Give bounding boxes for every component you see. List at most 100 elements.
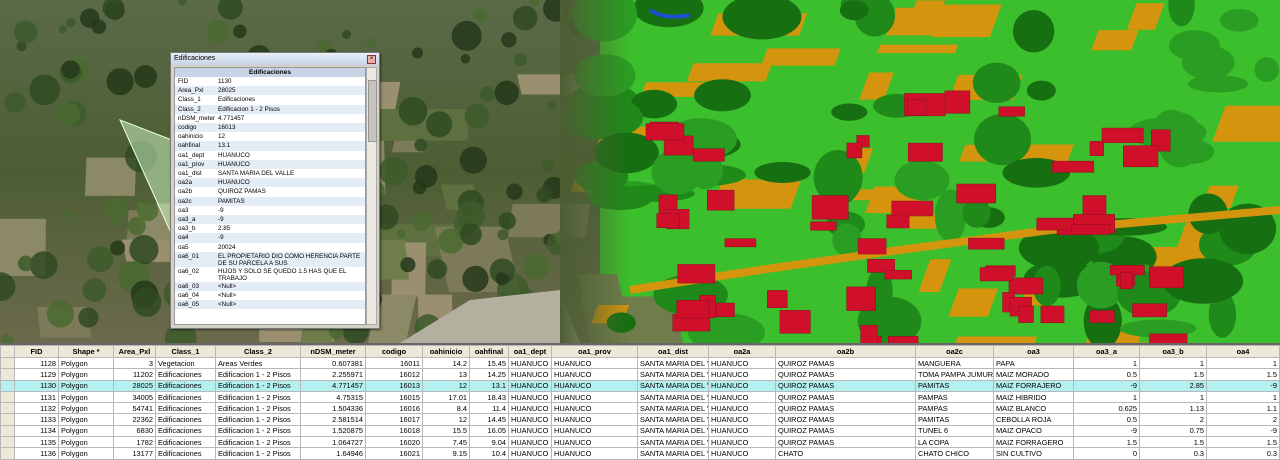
terrain-feature bbox=[754, 161, 811, 183]
table-cell: Edificacion 1 - 2 Pisos bbox=[215, 436, 301, 449]
terrain-feature bbox=[542, 159, 555, 172]
scrollbar[interactable] bbox=[366, 67, 377, 325]
terrain-feature bbox=[1126, 3, 1165, 30]
attribute-row: oahfinal 13.1 bbox=[175, 141, 365, 151]
field-name: oa2c bbox=[178, 197, 192, 205]
table-cell: 11202 bbox=[113, 368, 156, 381]
terrain-feature bbox=[645, 123, 685, 141]
terrain-feature bbox=[400, 257, 416, 273]
terrain-feature bbox=[460, 53, 471, 64]
attribute-row: oa3_b 2.85 bbox=[175, 224, 365, 233]
column-header: nDSM_meter bbox=[300, 345, 366, 358]
table-cell: SANTA MARIA DEL V bbox=[637, 379, 709, 392]
table-cell: TOMA PAMPA JUMUR bbox=[915, 368, 994, 381]
attribute-row: oahinicio 12 bbox=[175, 132, 365, 141]
table-cell: 2.255971 bbox=[300, 368, 366, 381]
table-row[interactable]: 1134 Polygon 6830 Edificaciones Edificacion … bbox=[0, 424, 1280, 438]
row-selector bbox=[0, 424, 15, 438]
table-row[interactable]: 1129 Polygon 11202 Edificaciones Edificacion… bbox=[0, 368, 1280, 381]
terrain-feature bbox=[137, 199, 159, 222]
close-button[interactable]: × bbox=[367, 55, 376, 64]
table-row[interactable]: 1130 Polygon 28025 Edificaciones Edificacion… bbox=[0, 379, 1280, 392]
table-row[interactable]: 1136 Polygon 13177 Edificaciones Edificacion… bbox=[0, 447, 1280, 460]
table-cell: 16017 bbox=[365, 413, 423, 426]
attribute-row: Class_1 Edificaciones bbox=[175, 95, 365, 104]
table-cell: 1 bbox=[1073, 390, 1140, 404]
row-selector bbox=[0, 356, 15, 370]
table-cell: MAIZ OPACO bbox=[993, 424, 1074, 438]
table-row[interactable]: 1128 Polygon 3 Vegetacion Areas Verdes 0.6073… bbox=[0, 356, 1280, 370]
terrain-feature bbox=[894, 160, 950, 201]
field-name: oa6_01 bbox=[178, 252, 200, 260]
attribute-list: Edificaciones FID 1130 Area_Pxl 28025 Class_… bbox=[174, 67, 366, 325]
table-row[interactable]: 1131 Polygon 34005 Edificaciones Edificacion… bbox=[0, 390, 1280, 404]
table-cell: PAMPAS bbox=[915, 390, 994, 404]
terrain-feature bbox=[1132, 303, 1167, 318]
table-cell: MAIZ MORADO bbox=[993, 368, 1074, 381]
column-header: FID bbox=[14, 345, 59, 358]
identify-window[interactable]: Edificaciones × Edificaciones FID 1130 Area… bbox=[170, 52, 380, 329]
window-title: Edificaciones × bbox=[171, 53, 379, 65]
table-cell: 28025 bbox=[113, 379, 156, 392]
terrain-feature bbox=[859, 72, 894, 100]
attribute-row: nDSM_meter 4.771457 bbox=[175, 114, 365, 123]
table-cell: SANTA MARIA DEL V bbox=[637, 368, 709, 381]
table-row[interactable]: 1133 Polygon 22362 Edificaciones Edificacion… bbox=[0, 413, 1280, 426]
terrain-feature bbox=[1040, 305, 1065, 324]
table-cell: HUANUCO bbox=[708, 356, 776, 370]
table-cell: HUANUCO bbox=[551, 413, 638, 426]
terrain-feature bbox=[979, 267, 1013, 282]
table-cell: HUANUCO bbox=[508, 390, 552, 404]
column-header: oahfinal bbox=[469, 345, 509, 358]
table-cell: 4.771457 bbox=[300, 379, 366, 392]
table-cell: Edificaciones bbox=[155, 436, 216, 449]
row-selector bbox=[0, 390, 15, 404]
field-value: 4.771457 bbox=[218, 114, 245, 122]
table-cell: 1130 bbox=[14, 379, 59, 392]
field-name: Class_1 bbox=[178, 96, 201, 104]
table-cell: PAMITAS bbox=[915, 413, 994, 426]
terrain-feature bbox=[918, 259, 952, 292]
row-selector bbox=[0, 402, 15, 415]
terrain-feature bbox=[839, 0, 869, 21]
table-cell: HUANUCO bbox=[551, 368, 638, 381]
terrain-feature bbox=[1168, 30, 1220, 61]
terrain-feature bbox=[506, 183, 523, 200]
terrain-feature bbox=[366, 38, 376, 48]
terrain-feature bbox=[61, 60, 80, 79]
field-name: codigo bbox=[178, 124, 197, 132]
attribute-header: Edificaciones bbox=[175, 68, 365, 77]
terrain-feature bbox=[931, 4, 1002, 38]
scroll-thumb[interactable] bbox=[368, 80, 377, 142]
table-cell: 1 bbox=[1073, 356, 1140, 370]
terrain-feature bbox=[860, 324, 878, 343]
terrain-feature bbox=[1089, 141, 1104, 156]
terrain-feature bbox=[907, 99, 927, 116]
field-name: oa2b bbox=[178, 188, 193, 196]
table-cell: 9.04 bbox=[469, 436, 509, 449]
field-name: Area_Pxl bbox=[178, 87, 204, 95]
column-header: Class_2 bbox=[215, 345, 301, 358]
table-cell: 2 bbox=[1139, 413, 1207, 426]
column-header: Shape * bbox=[58, 345, 114, 358]
attribute-row: codigo 16013 bbox=[175, 123, 365, 133]
table-cell: 1132 bbox=[14, 402, 59, 415]
table-cell: 1.5 bbox=[1139, 436, 1207, 449]
table-cell: 0.625 bbox=[1073, 402, 1140, 415]
table-cell: 14.45 bbox=[469, 413, 509, 426]
table-cell: 54741 bbox=[113, 402, 156, 415]
attribute-rows: FID 1130 Area_Pxl 28025 Class_1 Edificaciones… bbox=[175, 77, 365, 310]
attribute-row: oa3 -9 bbox=[175, 206, 365, 215]
window-title-text: Edificaciones bbox=[174, 55, 216, 62]
table-cell: 16016 bbox=[365, 402, 423, 415]
terrain-feature bbox=[706, 189, 735, 211]
column-header: oa2c bbox=[915, 345, 994, 358]
map-view[interactable]: Edificaciones × Edificaciones FID 1130 Area… bbox=[0, 0, 1280, 343]
field-name: oa3 bbox=[178, 206, 189, 214]
field-value: 1130 bbox=[218, 78, 232, 85]
terrain-feature bbox=[810, 221, 837, 231]
table-row[interactable]: 1135 Polygon 1782 Edificaciones Edificacion … bbox=[0, 436, 1280, 449]
table-cell: MANGUERA bbox=[915, 356, 994, 370]
field-name: oa3_b bbox=[178, 225, 196, 233]
table-row[interactable]: 1132 Polygon 54741 Edificaciones Edificacion… bbox=[0, 402, 1280, 415]
